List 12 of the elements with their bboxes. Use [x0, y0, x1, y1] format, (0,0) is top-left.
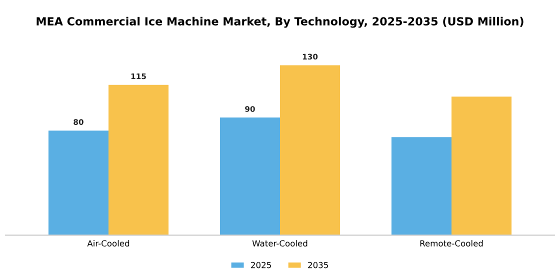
legend-label: 2025 — [251, 262, 271, 268]
legend-label: 2035 — [308, 262, 328, 268]
bar — [452, 96, 512, 236]
bar — [108, 84, 169, 236]
chart-title: MEA Commercial Ice Machine Market, By Technology, 2025-2035 (USD Million) — [36, 16, 524, 28]
bar — [280, 65, 340, 236]
bar — [391, 137, 452, 236]
bar — [48, 130, 108, 236]
x-tick-label: Water-Cooled — [252, 240, 308, 247]
bar — [220, 118, 280, 236]
x-tick-label: Remote-Cooled — [420, 240, 483, 247]
x-tick-label: Air-Cooled — [87, 240, 130, 247]
